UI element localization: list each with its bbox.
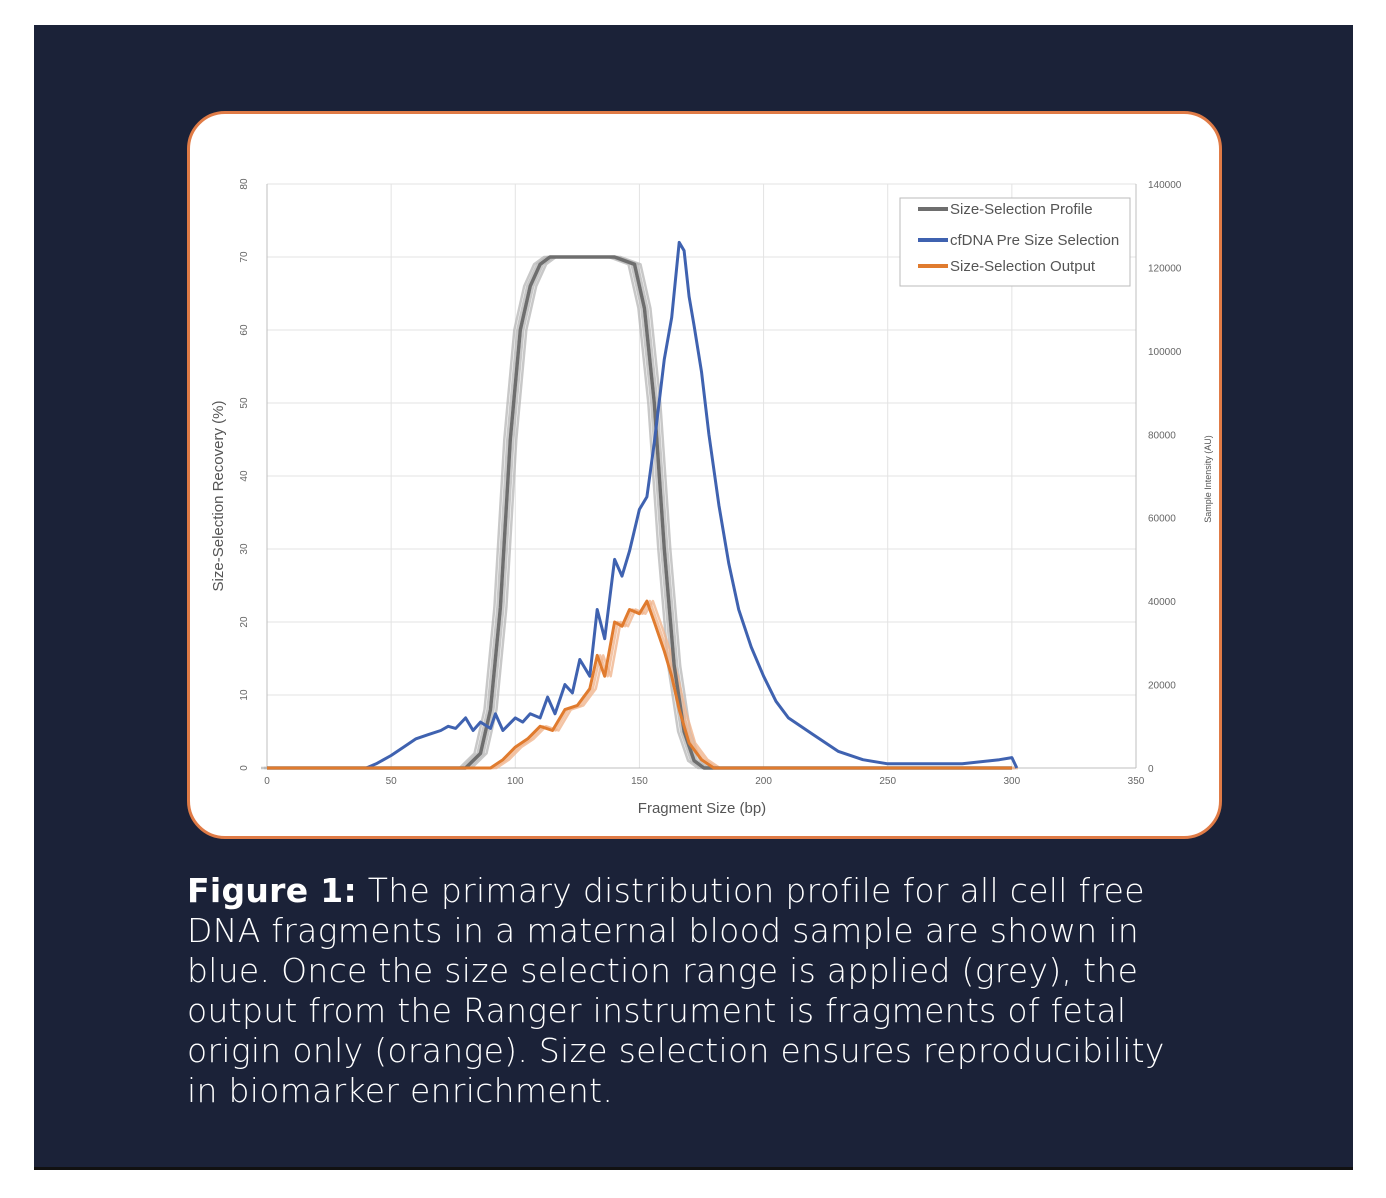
x-tick-label: 50 xyxy=(386,776,398,787)
y2-tick-labels: 0 20000 40000 60000 80000 100000 120000 140000 xyxy=(1148,180,1182,775)
line-chart: 0 50 100 150 200 250 300 350 01020304050607080 … xyxy=(210,178,1213,817)
legend-label: cfDNA Pre Size Selection xyxy=(950,232,1119,249)
legend-label: Size-Selection Output xyxy=(950,258,1096,275)
y2-tick-label: 40000 xyxy=(1148,597,1176,608)
y2-tick-label: 80000 xyxy=(1148,430,1176,441)
y2-tick-label: 120000 xyxy=(1148,263,1182,274)
figure-panel: 0 50 100 150 200 250 300 350 0 10 20 30 40 50 60 70 80 … xyxy=(34,25,1353,1167)
y-tick-label: 80 xyxy=(239,178,250,190)
y2-tick-label: 60000 xyxy=(1148,514,1176,525)
series-lines xyxy=(261,240,1019,770)
x-tick-label: 100 xyxy=(507,776,524,787)
y2-tick-label: 0 xyxy=(1148,764,1154,775)
y-tick-label: 10 xyxy=(239,689,250,701)
series-line-replicate xyxy=(270,255,1015,770)
legend: Size-Selection Profile cfDNA Pre Size Sel… xyxy=(899,197,1131,287)
x-tick-label: 0 xyxy=(264,776,270,787)
y2-tick-label: 100000 xyxy=(1148,347,1182,358)
y-tick-label: 30 xyxy=(239,543,250,555)
y-axis-title: Size-Selection Recovery (%) xyxy=(210,401,227,592)
y-tick-label: 60 xyxy=(239,324,250,336)
bottom-rule xyxy=(34,1167,1353,1170)
legend-label: Size-Selection Profile xyxy=(950,201,1093,218)
y-tick-labels: 0 10 20 30 40 50 60 70 80 xyxy=(239,178,250,771)
y2-tick-label: 140000 xyxy=(1148,180,1182,191)
x-tick-label: 150 xyxy=(631,776,648,787)
chart-card: 0 50 100 150 200 250 300 350 0 10 20 30 40 50 60 70 80 … xyxy=(187,111,1222,839)
x-axis-title: Fragment Size (bp) xyxy=(638,800,766,817)
x-tick-label: 250 xyxy=(879,776,896,787)
y2-axis-title: Sample Intensity (AU) xyxy=(1203,435,1213,523)
y-tick-label: 0 xyxy=(239,765,250,771)
x-tick-labels: 0 50 100 150 200 250 300 350 xyxy=(264,776,1145,787)
series-line-replicate xyxy=(273,599,1018,770)
y-tick-label: 40 xyxy=(239,470,250,482)
caption-label: Figure 1: xyxy=(187,871,357,910)
series-line-size-selection-output xyxy=(267,599,1012,770)
x-tick-label: 300 xyxy=(1004,776,1021,787)
caption-text: The primary distribution profile for all… xyxy=(187,871,1165,1110)
y-tick-label: 70 xyxy=(239,251,250,263)
y-tick-label: 20 xyxy=(239,616,250,628)
figure-caption: Figure 1: The primary distribution profi… xyxy=(187,871,1197,1111)
x-tick-label: 200 xyxy=(755,776,772,787)
series-line-replicate xyxy=(261,255,1006,770)
series-line-cfdna-pre-size-selection xyxy=(267,240,1019,770)
series-line-replicate xyxy=(264,255,1009,770)
y2-tick-label: 20000 xyxy=(1148,681,1176,692)
x-tick-label: 350 xyxy=(1128,776,1145,787)
series-line-replicate xyxy=(270,599,1015,770)
y-tick-label: 50 xyxy=(239,397,250,409)
